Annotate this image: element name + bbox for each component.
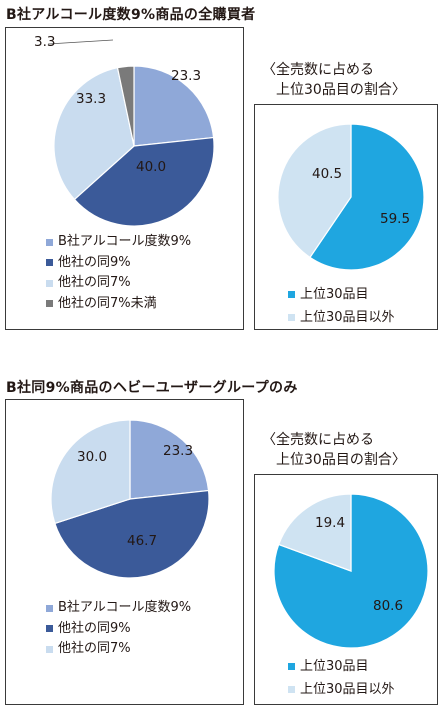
subhead-top30-share-heavy: 〈全売数に占める 上位30品目の割合〉 (262, 430, 406, 470)
chart-box-top30-heavy: 80.6 19.4 上位30品目上位30品目以外 (254, 474, 438, 705)
legend-swatch (288, 686, 295, 693)
section-title-all-buyers: B社アルコール度数9%商品の全購買者 (6, 7, 256, 23)
legend-all-buyers: B社アルコール度数9% 他社の同9% 他社の同7% 他社の同7%未満 (46, 232, 191, 314)
legend-item: 上位30品目以外 (288, 306, 395, 329)
legend-item: B社アルコール度数9% (46, 232, 191, 253)
legend-item: 上位30品目 (288, 283, 395, 306)
pie-chart-top30-heavy: 80.6 19.4 (273, 493, 429, 649)
slice-value-label: 80.6 (373, 598, 403, 614)
subhead-top30-share: 〈全売数に占める 上位30品目の割合〉 (262, 60, 406, 100)
slice-value-label: 3.3 (34, 34, 55, 50)
pie-slice-2 (54, 489, 210, 579)
pie-slice-4 (116, 65, 135, 147)
legend-label: B社アルコール度数9% (58, 234, 192, 249)
chart-box-top30-all: 59.5 40.5 上位30品目上位30品目以外 (254, 104, 438, 330)
pie-slice-1 (129, 419, 210, 500)
legend-label: 他社の同9% (58, 254, 131, 270)
section-title-heavy-users: B社同9%商品のヘビーユーザーグループのみ (6, 380, 298, 396)
legend-label: 上位30品目 (300, 287, 369, 302)
legend-swatch (46, 238, 53, 246)
legend-label: B社アルコール度数9% (58, 600, 192, 615)
slice-value-label: 23.3 (163, 443, 193, 459)
pie-slice-3 (50, 419, 131, 525)
slice-value-label: 46.7 (127, 533, 157, 549)
legend-item: 上位30品目 (288, 655, 395, 678)
slice-value-label: 59.5 (380, 211, 410, 227)
pie-chart-all-buyers: 23.3 40.0 33.3 3.3 (34, 34, 215, 227)
chart-box-all-buyers: 23.3 40.0 33.3 3.3 B社アルコール度数9% 他社の同9% 他社の同7% 他… (5, 27, 244, 330)
legend-item: 他社の同9% (46, 253, 191, 274)
legend-swatch (46, 645, 53, 653)
legend-swatch (288, 314, 295, 321)
chart-box-heavy-users: 23.3 46.7 30.0 B社アルコール度数9% 他社の同9% 他社の同7% (5, 399, 244, 705)
legend-item: 他社の同7%未満 (46, 294, 191, 315)
legend-swatch (46, 279, 53, 287)
legend-top30-all: 上位30品目上位30品目以外 (288, 283, 395, 329)
slice-value-label: 19.4 (315, 515, 345, 531)
subhead-line-2: 上位30品目の割合〉 (276, 82, 406, 98)
slice-value-label: 40.0 (136, 159, 166, 175)
legend-label: 上位30品目以外 (300, 682, 395, 697)
legend-swatch (288, 291, 295, 298)
legend-item: 他社の同7% (46, 273, 191, 294)
legend-swatch (46, 259, 53, 267)
subhead-line-1: 〈全売数に占める (262, 432, 374, 448)
pie-slice-2 (277, 123, 352, 259)
legend-label: 他社の同7% (58, 641, 131, 656)
pie-slice-3 (53, 67, 135, 201)
slice-value-label: 30.0 (77, 449, 107, 465)
leader-line (47, 39, 114, 45)
legend-heavy-users: B社アルコール度数9% 他社の同9% 他社の同7% (46, 598, 191, 660)
pie-slice-2 (277, 493, 352, 572)
pie-slice-1 (133, 65, 215, 147)
legend-swatch (46, 625, 53, 633)
pie-slice-2 (73, 136, 215, 227)
legend-label: 上位30品目以外 (300, 310, 395, 325)
slice-value-label: 33.3 (76, 91, 106, 107)
legend-label: 他社の同7% (58, 275, 131, 290)
slice-value-label: 23.3 (171, 68, 201, 84)
slice-value-label: 40.5 (312, 166, 342, 182)
pie-slice-1 (309, 123, 425, 271)
legend-swatch (46, 300, 53, 308)
pie-chart-top30-all: 59.5 40.5 (277, 123, 425, 271)
legend-item: B社アルコール度数9% (46, 598, 191, 619)
subhead-line-1: 〈全売数に占める (262, 62, 374, 78)
legend-label: 他社の同7%未満 (58, 295, 157, 311)
pie-chart-heavy-users: 23.3 46.7 30.0 (50, 419, 210, 579)
legend-item: 上位30品目以外 (288, 678, 395, 701)
legend-swatch (288, 663, 295, 670)
legend-label: 上位30品目 (300, 659, 369, 674)
legend-swatch (46, 604, 53, 612)
legend-top30-heavy: 上位30品目上位30品目以外 (288, 655, 395, 701)
legend-item: 他社の同9% (46, 619, 191, 640)
legend-label: 他社の同9% (58, 620, 131, 636)
legend-item: 他社の同7% (46, 639, 191, 660)
subhead-line-2: 上位30品目の割合〉 (276, 452, 406, 468)
